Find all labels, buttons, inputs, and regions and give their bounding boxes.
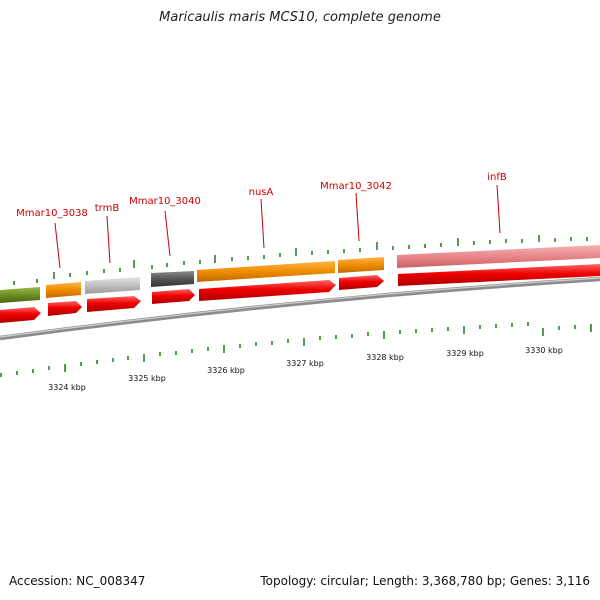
- gene-label-mmar10-3038: Mmar10_3038: [16, 208, 88, 219]
- feature-red[interactable]: [0, 307, 41, 323]
- gene-nusa[interactable]: [197, 261, 335, 282]
- label-leaders: [54, 184, 501, 269]
- genome-backbone: [0, 276, 600, 341]
- gene-trmb[interactable]: [85, 277, 140, 294]
- gene-infb[interactable]: [397, 245, 600, 268]
- feature-red[interactable]: [48, 301, 82, 316]
- inner-tick-ring: [0, 322, 592, 377]
- feature-red[interactable]: [152, 289, 195, 304]
- scale-label-3324: 3324 kbp: [48, 383, 86, 392]
- scale-label-3329: 3329 kbp: [446, 349, 484, 358]
- gene-mmar10-3042[interactable]: [338, 257, 384, 273]
- scale-label-3326: 3326 kbp: [207, 366, 245, 375]
- scale-label-3327: 3327 kbp: [286, 359, 324, 368]
- outer-tick-ring: [13, 235, 588, 285]
- scale-label-3328: 3328 kbp: [366, 353, 404, 362]
- feature-red[interactable]: [87, 296, 141, 312]
- feature-red[interactable]: [199, 280, 336, 301]
- gene-label-mmar10-3042: Mmar10_3042: [320, 181, 392, 192]
- gene-olive[interactable]: [0, 287, 40, 303]
- gene-mmar10-3040[interactable]: [151, 271, 194, 287]
- scale-label-3330: 3330 kbp: [525, 346, 563, 355]
- gene-label-trmb: trmB: [95, 203, 120, 214]
- gene-label-nusa: nusA: [249, 187, 274, 198]
- gene-mmar10-3038[interactable]: [46, 282, 81, 298]
- map-title: Maricaulis maris MCS10, complete genome: [159, 10, 441, 25]
- topology-stats-text: Topology: circular; Length: 3,368,780 bp…: [260, 574, 590, 588]
- feature-red[interactable]: [339, 275, 384, 290]
- gene-label-mmar10-3040: Mmar10_3040: [129, 196, 201, 207]
- feature-red[interactable]: [398, 264, 600, 286]
- scale-label-3325: 3325 kbp: [128, 374, 166, 383]
- gene-label-infb: infB: [487, 172, 507, 183]
- genome-backbone-highlight: [0, 277, 600, 338]
- accession-text: Accession: NC_008347: [9, 574, 146, 588]
